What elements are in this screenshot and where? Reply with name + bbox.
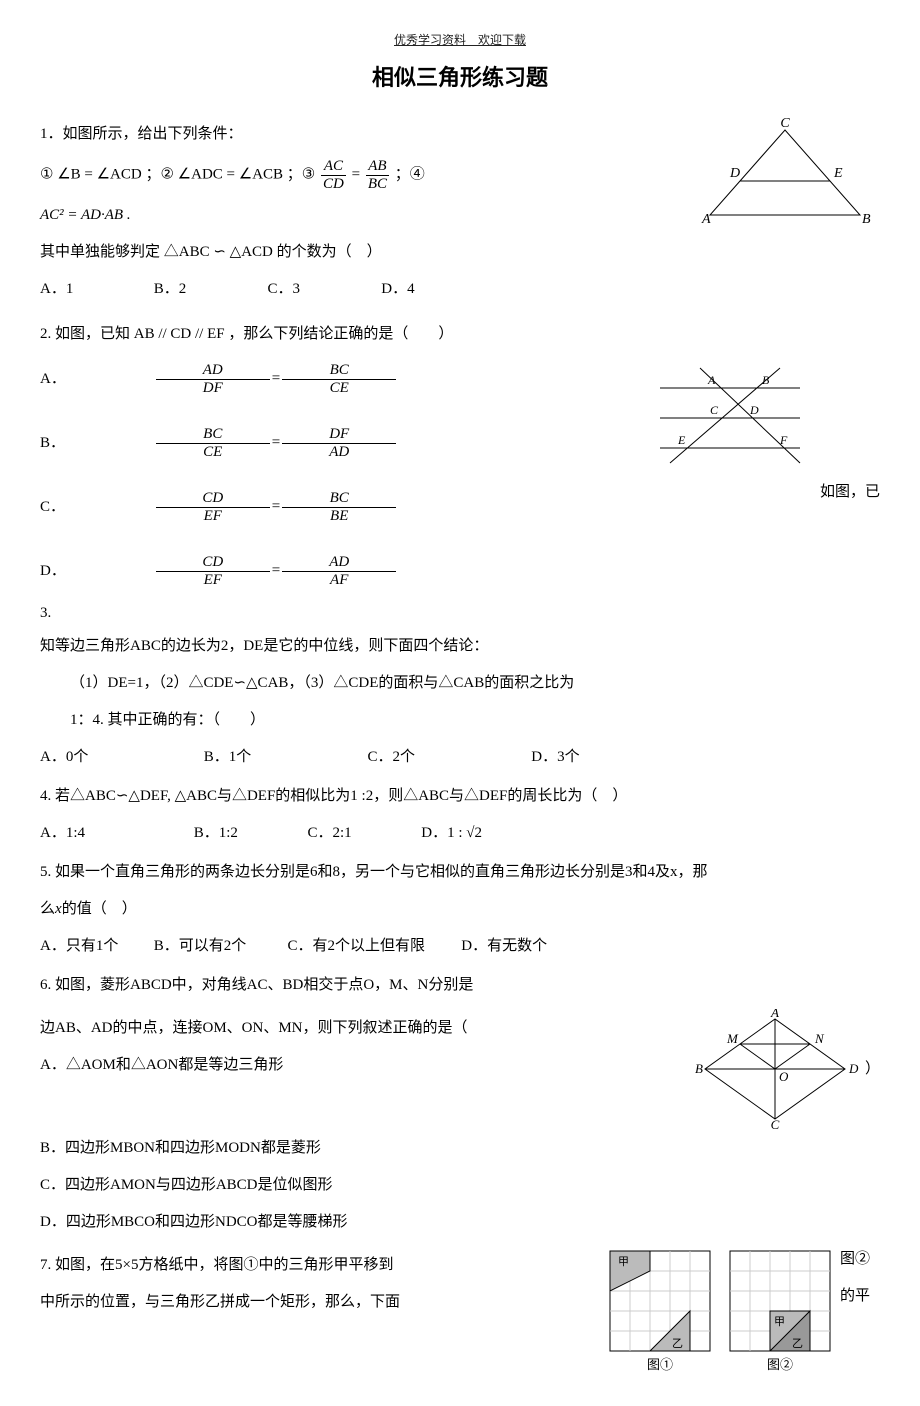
q3-stem2: 知等边三角形ABC的边长为2，DE是它的中位线，则下面四个结论： — [40, 633, 880, 660]
q3-D: D．3个 — [531, 744, 691, 771]
q1-frac2: ABBC — [366, 158, 389, 192]
svg-text:D: D — [729, 166, 740, 181]
svg-text:乙: 乙 — [672, 1337, 683, 1350]
q2-figure: A B C D E F — [650, 358, 820, 478]
q3-A: A．0个 — [40, 744, 200, 771]
q5-stem: 5. 如果一个直角三角形的两条边长分别是6和8，另一个与它相似的直角三角形边长分… — [40, 859, 880, 886]
q3-choices: A．0个 B．1个 C．2个 D．3个 — [40, 744, 880, 771]
q6-stem: 6. 如图，菱形ABCD中，对角线AC、BD相交于点O，M、N分别是 — [40, 972, 880, 999]
svg-text:E: E — [677, 433, 686, 447]
svg-text:D: D — [749, 403, 759, 417]
q3-stem-a: 3. — [40, 600, 640, 627]
q6-stem2: 边AB、AD的中点，连接OM、ON、MN，则下列叙述正确的是（ — [40, 1015, 675, 1042]
q6-A: A．△AOM和△AON都是等边三角形 — [40, 1052, 675, 1079]
q6-C: C．四边形AMON与四边形ABCD是位似图形 — [40, 1172, 880, 1199]
q2-A: A． ADDF=BCCE — [40, 362, 398, 396]
svg-text:B: B — [695, 1061, 703, 1076]
q5-C: C．有2个以上但有限 — [288, 933, 458, 960]
svg-text:C: C — [780, 116, 790, 131]
q3-C: C．2个 — [368, 744, 528, 771]
q3-list2: 1：4. 其中正确的有：（ ） — [70, 707, 880, 734]
q7-stem-r: 图② — [840, 1246, 880, 1273]
q1-conditions: ① ∠B = ∠ACD ；② ∠ADC = ∠ACB ；③ ACCD = ABB… — [40, 158, 680, 192]
svg-text:O: O — [779, 1069, 789, 1084]
svg-text:B: B — [762, 373, 770, 387]
svg-text:A: A — [770, 1009, 779, 1020]
svg-text:图②: 图② — [767, 1357, 793, 1372]
q2-C: C． CDEF=BCBE — [40, 490, 398, 524]
svg-text:N: N — [814, 1031, 825, 1046]
q7-stem2: 中所示的位置，与三角形乙拼成一个矩形，那么，下面 — [40, 1289, 590, 1316]
q1-frac1: ACCD — [321, 158, 346, 192]
svg-text:图①: 图① — [647, 1357, 673, 1372]
q3-B: B．1个 — [204, 744, 364, 771]
q1-A: A．1 — [40, 276, 150, 303]
q1-cond2: ；④ — [395, 167, 425, 183]
q5-D: D．有无数个 — [461, 933, 571, 960]
q1-stem2: 其中单独能够判定 △ABC ∽ △ACD 的个数为（ ） — [40, 239, 680, 266]
q1-figure: C A B D E — [690, 115, 880, 235]
svg-text:M: M — [726, 1031, 739, 1046]
q2-choices: A． ADDF=BCCE B． BCCE=DFAD C． CDEF=BCBE D… — [40, 362, 640, 588]
q1-eq4: AC² = AD·AB . — [40, 202, 680, 229]
q6-figure: A B D C M N O — [685, 1009, 865, 1129]
q5-B: B．可以有2个 — [154, 933, 284, 960]
q2-D: D． CDEF=ADAF — [40, 554, 398, 588]
q4-C: C．2:1 — [308, 820, 418, 847]
q4-D: D．1 : √2 — [421, 820, 531, 847]
q7-figure: 甲 乙 图① 甲 乙 图② — [600, 1246, 840, 1376]
q5-A: A．只有1个 — [40, 933, 150, 960]
q1-B: B．2 — [154, 276, 264, 303]
svg-text:D: D — [848, 1061, 859, 1076]
q7-stem: 7. 如图，在5×5方格纸中，将图①中的三角形甲平移到 — [40, 1252, 590, 1279]
svg-text:A: A — [701, 212, 711, 227]
q3-stem-b: 如图，已 — [820, 479, 880, 506]
q6-B: B．四边形MBON和四边形MODN都是菱形 — [40, 1135, 880, 1162]
q6-stem2b: ） — [865, 1056, 880, 1083]
page-title: 相似三角形练习题 — [40, 58, 880, 98]
svg-text:乙: 乙 — [792, 1337, 803, 1350]
svg-text:F: F — [779, 433, 788, 447]
q1-D: D．4 — [381, 276, 491, 303]
q1-C: C．3 — [268, 276, 378, 303]
svg-text:A: A — [707, 373, 716, 387]
q4-A: A．1:4 — [40, 820, 190, 847]
svg-text:甲: 甲 — [618, 1256, 629, 1268]
q2-B: B． BCCE=DFAD — [40, 426, 398, 460]
q4-B: B．1:2 — [194, 820, 304, 847]
svg-text:C: C — [771, 1117, 780, 1129]
svg-text:甲: 甲 — [774, 1316, 785, 1328]
header-note: 优秀学习资料 欢迎下载 — [40, 30, 880, 52]
q7-stem2-r: 的平 — [840, 1283, 880, 1310]
q1-stem: 1．如图所示，给出下列条件： — [40, 121, 680, 148]
svg-text:C: C — [710, 403, 719, 417]
svg-text:E: E — [833, 166, 843, 181]
q4-stem: 4. 若△ABC∽△DEF, △ABC与△DEF的相似比为1 :2，则△ABC与… — [40, 783, 880, 810]
q1-choices: A．1 B．2 C．3 D．4 — [40, 276, 680, 303]
q3-list: （1）DE=1，（2）△CDE∽△CAB，（3）△CDE的面积与△CAB的面积之… — [70, 670, 880, 697]
q1-cond-text: ① ∠B = ∠ACD ；② ∠ADC = ∠ACB ；③ — [40, 167, 315, 183]
q5-stem2: 么x的值（ ） — [40, 896, 880, 923]
q5-choices: A．只有1个 B．可以有2个 C．有2个以上但有限 D．有无数个 — [40, 933, 880, 960]
q6-D: D．四边形MBCO和四边形NDCO都是等腰梯形 — [40, 1209, 880, 1236]
q2-stem: 2. 如图，已知 AB // CD // EF ，那么下列结论正确的是（ ） — [40, 321, 880, 348]
q4-choices: A．1:4 B．1:2 C．2:1 D．1 : √2 — [40, 820, 880, 847]
svg-text:B: B — [862, 212, 871, 227]
